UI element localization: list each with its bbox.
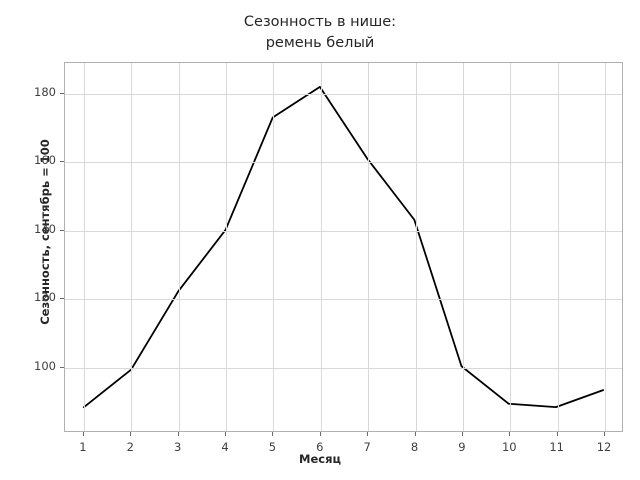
gridline-vertical (510, 63, 512, 431)
x-tick-mark (130, 432, 132, 436)
y-tick-label: 100 (34, 358, 56, 373)
gridline-horizontal (65, 367, 622, 369)
gridline-vertical (605, 63, 607, 431)
gridline-vertical (226, 63, 228, 431)
x-tick-mark (319, 432, 321, 436)
y-tick-mark (60, 229, 64, 231)
x-tick-mark (82, 432, 84, 436)
y-tick-mark (60, 366, 64, 368)
gridline-vertical (368, 63, 370, 431)
series-line (82, 85, 605, 409)
gridline-horizontal (65, 162, 622, 164)
x-tick-label: 6 (316, 440, 324, 454)
gridline-vertical (557, 63, 559, 431)
x-tick-label: 11 (549, 440, 564, 454)
x-tick-label: 8 (410, 440, 419, 454)
gridline-horizontal (65, 93, 622, 95)
x-tick-label: 7 (363, 440, 371, 454)
gridline-horizontal (65, 299, 622, 301)
x-tick-mark (225, 432, 227, 436)
gridline-vertical (415, 63, 417, 431)
y-tick-mark (60, 92, 64, 94)
gridline-vertical (178, 63, 180, 431)
y-tick-label: 160 (34, 153, 56, 168)
y-tick-label: 120 (34, 290, 56, 305)
x-tick-label: 10 (501, 440, 517, 454)
x-tick-label: 9 (458, 440, 466, 454)
x-tick-label: 2 (126, 440, 134, 454)
x-tick-mark (556, 432, 558, 436)
x-tick-mark (509, 432, 511, 436)
x-axis-label: Месяц (299, 452, 341, 466)
y-tick-label: 140 (34, 221, 56, 236)
y-tick-mark (60, 298, 64, 300)
x-tick-label: 1 (79, 440, 87, 454)
x-tick-mark (414, 432, 416, 436)
x-tick-label: 4 (221, 440, 229, 454)
x-tick-label: 12 (596, 440, 612, 454)
x-tick-mark (272, 432, 274, 436)
y-tick-mark (60, 161, 64, 163)
x-tick-mark (461, 432, 463, 436)
x-tick-label: 3 (174, 440, 182, 454)
x-tick-mark (604, 432, 606, 436)
y-tick-label: 180 (34, 84, 56, 99)
gridline-vertical (273, 63, 275, 431)
gridline-vertical (83, 63, 85, 431)
gridline-vertical (462, 63, 464, 431)
chart-title: Сезонность в нише: ремень белый (243, 14, 397, 52)
plot-area (64, 62, 623, 432)
gridline-horizontal (65, 230, 622, 232)
series-polyline (82, 85, 605, 409)
x-tick-label: 5 (268, 440, 277, 454)
gridline-vertical (320, 63, 322, 431)
x-tick-mark (367, 432, 369, 436)
x-tick-mark (177, 432, 179, 436)
gridline-vertical (131, 63, 133, 431)
